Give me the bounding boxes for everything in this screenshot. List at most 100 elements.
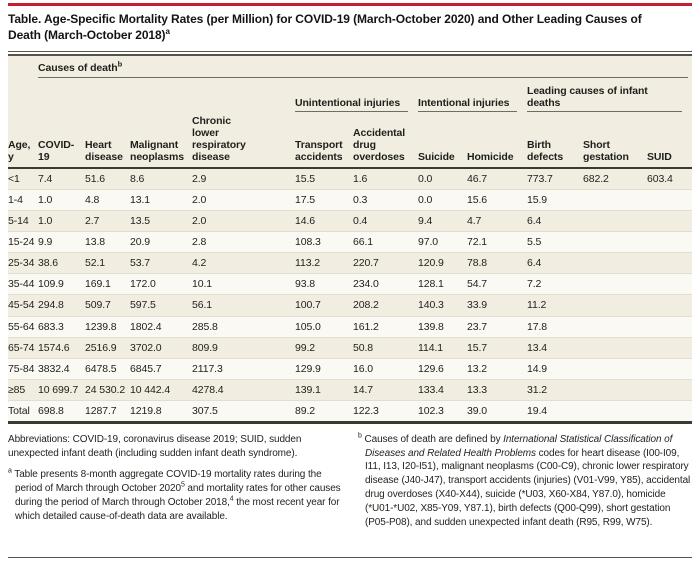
table-cell (583, 210, 647, 232)
column-header: Accidental drug overdoses (353, 111, 418, 170)
footnote-text-segment: codes for heart disease (I00-I09, I11, I… (365, 447, 691, 528)
table-cell: 0.0 (418, 189, 467, 211)
table-cell: 1.0 (38, 210, 85, 232)
table-cell: 89.2 (295, 399, 353, 424)
table-cell: 509.7 (85, 294, 130, 317)
table-cell: 307.5 (192, 399, 295, 424)
table-cell: 7.4 (38, 173, 53, 186)
footnote-right-column: b Causes of death are defined by Interna… (358, 433, 692, 538)
column-group-underline: Unintentional injuries (295, 97, 408, 112)
column-header-label: Homicide (467, 151, 514, 164)
table-cell: 6.4 (527, 210, 583, 232)
table-cell: 11.2 (527, 294, 583, 317)
table-cell: 129.6 (418, 357, 467, 380)
table-cell: 682.2 (583, 173, 609, 186)
table-cell: 3702.0 (130, 336, 192, 359)
column-header-label: Heart disease (85, 138, 123, 164)
column-group-header-row: Unintentional injuries Intentional injuri… (8, 77, 693, 112)
table-cell: 120.9 (418, 252, 467, 274)
table-cell: 1802.4 (130, 315, 192, 338)
table-cell: 122.3 (353, 399, 418, 424)
footnote-text-segment: and mortality rates for other causes dur… (15, 483, 341, 509)
column-group-header: Leading causes of infant deaths (527, 77, 693, 112)
table-cell: 683.3 (38, 315, 85, 338)
table-cell: 169.1 (85, 273, 130, 295)
footnote-a-marker: a (8, 468, 12, 476)
table-cell: 140.3 (418, 294, 467, 317)
table-cell: 108.3 (295, 231, 353, 253)
column-header: Transport accidents (295, 111, 353, 170)
table-cell: 13.2 (467, 357, 527, 380)
table-cell: 78.8 (467, 252, 527, 274)
causes-of-death-underline: Causes of deathb (38, 59, 689, 78)
table-cell: 773.7 (527, 173, 553, 186)
footnote-b: b Causes of death are defined by Interna… (358, 433, 692, 530)
table-cell: 38.6 (38, 252, 85, 274)
table-cell: 2.8 (192, 231, 295, 253)
table-cell: 54.7 (467, 273, 527, 295)
bottom-rule (8, 557, 692, 558)
table-cell (647, 294, 693, 317)
table-cell: 0.0 (418, 173, 433, 186)
table-cell: 129.9 (295, 357, 353, 380)
table-row: 25-34 38.6 52.1 53.7 4.2 113.2 220.7 120.9 78.8 6… (8, 252, 693, 274)
table-row: 5-14 1.0 2.7 13.5 2.0 14.6 0.4 9.4 4.7 6.4 (8, 210, 693, 232)
table-cell (647, 315, 693, 338)
table-cell: 72.1 (467, 231, 527, 253)
footnote-text-segment: Table presents 8-month aggregate COVID-1… (14, 469, 322, 495)
table-cell: 16.0 (353, 357, 418, 380)
column-header: Birth defects (527, 111, 583, 170)
table-cell (647, 210, 693, 232)
table-cell: 1.6 (353, 173, 368, 186)
table-title-text: Table. Age-Specific Mortality Rates (per… (8, 12, 642, 42)
table-cell: 294.8 (38, 294, 85, 317)
table-header: Causes of deathb Unintentional injuries I… (8, 55, 693, 170)
table-cell: 5.5 (527, 231, 583, 253)
table-cell: 6845.7 (130, 357, 192, 380)
table-cell: 109.9 (38, 273, 85, 295)
table-cell: 31.2 (527, 378, 583, 401)
title-divider-rule (8, 50, 692, 56)
table-cell (583, 231, 647, 253)
table-cell: 113.2 (295, 252, 353, 274)
table-cell: 13.1 (130, 189, 192, 211)
row-header-age: <1 (8, 173, 20, 186)
footnote-b-text: Causes of death are defined by Internati… (364, 434, 690, 528)
table-cell (647, 189, 693, 211)
table-cell: 15.7 (467, 336, 527, 359)
table-row: 45-54 294.8 509.7 597.5 56.1 100.7 208.2 140.3 3… (8, 294, 693, 317)
table-row: 75-84 3832.4 6478.5 6845.7 2117.3 129.9 16.0 12… (8, 357, 693, 380)
group-header-spacer (8, 77, 295, 112)
row-header-age: 25-34 (8, 252, 38, 274)
table-cell: 285.8 (192, 315, 295, 338)
table-cell: 4.7 (467, 210, 527, 232)
column-header-label: COVID-19 (38, 138, 75, 164)
causes-of-death-footnote-marker: b (117, 59, 123, 69)
table-cell: 14.9 (527, 357, 583, 380)
table-cell: 15.6 (467, 189, 527, 211)
table-body: <1 7.4 51.6 8.6 2.9 15.5 1.6 0.0 46.7 773.7 682.2 6… (8, 168, 693, 424)
footnote-text-segment: International Statistical Classification… (365, 433, 673, 459)
table-cell: 139.1 (295, 378, 353, 401)
table-title: Table. Age-Specific Mortality Rates (per… (8, 6, 668, 51)
table-cell: 105.0 (295, 315, 353, 338)
row-header-age: 75-84 (8, 357, 38, 380)
table-cell: 13.4 (527, 336, 583, 359)
row-header-age: 5-14 (8, 210, 38, 232)
journal-table-figure: Table. Age-Specific Mortality Rates (per… (0, 3, 700, 567)
table-cell: 19.4 (527, 399, 583, 424)
table-cell: 2117.3 (192, 357, 295, 380)
table-cell: 93.8 (295, 273, 353, 295)
table-cell: 9.4 (418, 210, 467, 232)
header-spacer (8, 55, 38, 78)
table-row: 1-4 1.0 4.8 13.1 2.0 17.5 0.3 0.0 15.6 15.9 (8, 189, 693, 211)
footnote-text-segment: the most recent year for which detailed … (15, 497, 340, 522)
column-group-underline: Leading causes of infant deaths (527, 85, 683, 112)
row-header-age: 35-44 (8, 273, 38, 295)
table-cell: 17.5 (295, 189, 353, 211)
footnotes: Abbreviations: COVID-19, coronavirus dis… (8, 424, 692, 538)
table-cell: 128.1 (418, 273, 467, 295)
row-header-age: 1-4 (8, 189, 38, 211)
footnote-a-text: Table presents 8-month aggregate COVID-1… (14, 469, 340, 521)
column-header-label: SUID (647, 151, 672, 164)
